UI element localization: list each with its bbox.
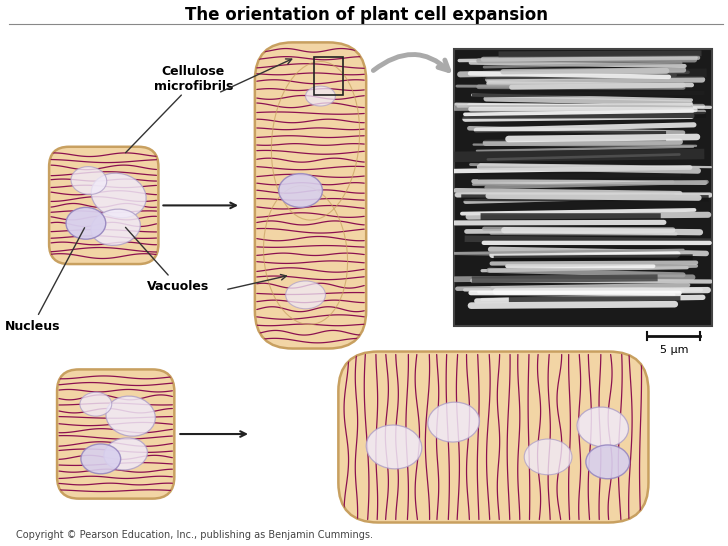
Ellipse shape: [91, 173, 146, 218]
FancyBboxPatch shape: [57, 370, 174, 498]
Ellipse shape: [524, 439, 572, 475]
Ellipse shape: [306, 86, 336, 106]
Ellipse shape: [586, 445, 630, 479]
Ellipse shape: [577, 407, 628, 447]
Ellipse shape: [71, 167, 107, 194]
Ellipse shape: [279, 174, 323, 207]
FancyBboxPatch shape: [339, 352, 649, 523]
Text: The orientation of plant cell expansion: The orientation of plant cell expansion: [185, 5, 547, 23]
Text: Vacuoles: Vacuoles: [125, 227, 210, 293]
Ellipse shape: [428, 402, 480, 442]
Text: Cellulose
microfibrils: Cellulose microfibrils: [154, 65, 233, 93]
FancyBboxPatch shape: [49, 147, 159, 264]
Bar: [314, 57, 344, 95]
Ellipse shape: [366, 425, 422, 469]
Ellipse shape: [106, 396, 155, 436]
Text: Nucleus: Nucleus: [4, 228, 84, 333]
Ellipse shape: [66, 207, 106, 239]
Ellipse shape: [285, 281, 325, 309]
FancyBboxPatch shape: [255, 43, 366, 348]
Ellipse shape: [80, 392, 111, 416]
Ellipse shape: [104, 438, 147, 470]
Ellipse shape: [81, 444, 121, 474]
Ellipse shape: [91, 209, 141, 245]
Text: Copyright © Pearson Education, Inc., publishing as Benjamin Cummings.: Copyright © Pearson Education, Inc., pub…: [16, 530, 373, 541]
Text: 5 μm: 5 μm: [660, 345, 688, 354]
Bar: [454, 49, 712, 325]
